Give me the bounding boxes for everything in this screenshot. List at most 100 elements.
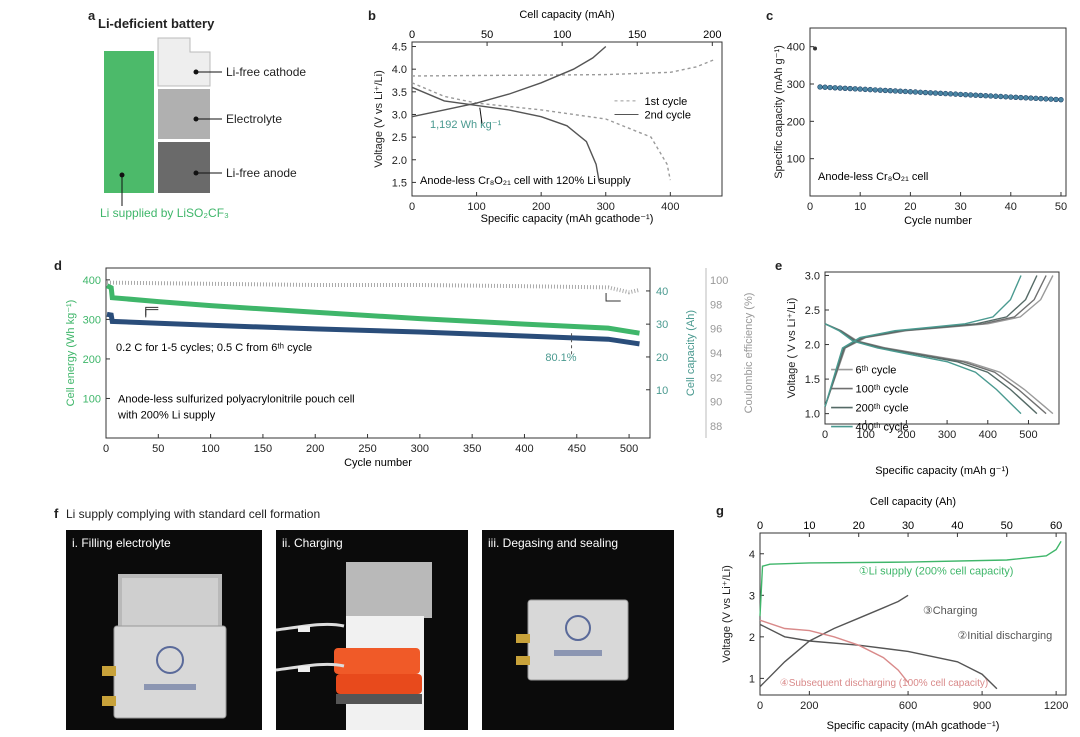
x-axis-b-tick-label: 200 [532,201,550,213]
series-d-capacity-line [106,311,640,347]
y-axis-g-tick-label: 4 [749,549,755,561]
data-point-c [877,87,883,93]
series-e-discharge-line [824,323,1022,415]
x-axis-e-tick-label: 100 [857,429,875,441]
series-e-charge-line [824,275,1022,407]
y-axis-e-tick-label: 1.5 [805,374,820,386]
x2-axis-g-tick-label: 0 [757,520,763,532]
electrolyte-label: Electrolyte [226,112,283,126]
x-axis-d-tick-label: 0 [103,443,109,455]
data-point-c [1038,95,1044,102]
annotation-d-rate: 0.2 C for 1-5 cycles; 0.5 C from 6ᵗʰ cyc… [116,342,312,354]
panel-a-title: Li-deficient battery [98,16,215,31]
data-point-c [857,86,863,92]
series-g-label-charging: ③Charging [923,605,978,617]
data-point-c [982,93,989,99]
x2-axis-b-label: Cell capacity (mAh) [519,9,614,21]
annotation-d-cell2: with 200% Li supply [117,409,216,421]
photo-charging-caption: ii. Charging [282,536,343,550]
data-point-c [822,84,828,90]
x-axis-e-label: Specific capacity (mAh g⁻¹) [875,465,1009,477]
data-point-c [972,92,979,98]
data-point-c [887,87,894,94]
battery-schematic [104,37,222,206]
plot-frame-e [824,271,1060,425]
anode-block [158,142,210,193]
x-axis-b-label: Specific capacity (mAh gcathode⁻¹) [481,213,654,225]
series-g-label-li-supply: ①Li supply (200% cell capacity) [859,566,1014,578]
data-point-c [1058,96,1064,103]
series-e-charge-line [824,275,1038,407]
x-axis-b-tick-label: 100 [467,201,485,213]
y2-axis-d-tick-label: 40 [656,286,668,298]
data-point-c [1053,96,1059,103]
y3-axis-d-tick-label: 98 [710,299,722,311]
data-point-c [917,89,924,95]
annotation-d-cell: Anode-less sulfurized polyacrylonitrile … [118,393,355,405]
x-axis-c-tick-label: 20 [904,201,916,213]
photo-sealing-caption: iii. Degasing and sealing [488,536,619,550]
y2-axis-d-tick-label: 20 [656,352,668,364]
panel-label: e [775,258,782,273]
series-g-label-initial: ②Initial discharging [957,630,1052,642]
y-axis-d-tick-label: 400 [83,275,101,287]
y3-axis-d-label: Coulombic efficiency (%) [743,293,755,414]
x2-axis-g-label: Cell capacity (Ah) [870,497,956,508]
x-axis-c-tick-label: 0 [807,201,813,213]
x-axis-d-tick-label: 350 [463,443,481,455]
photo-filling-caption: i. Filling electrolyte [72,536,171,550]
y3-axis-d-tick-label: 94 [710,348,722,360]
data-point-c [1003,94,1009,100]
legend-e-label: 400ᵗʰ cycle [856,422,909,434]
data-point-c [937,90,944,97]
data-point-c [902,88,909,95]
x-axis-e-tick-label: 500 [1019,429,1037,441]
y-axis-d-label: Cell energy (Wh kg⁻¹) [65,300,77,407]
series-g-line-1 [759,594,909,688]
y3-axis-d-tick-label: 96 [710,324,722,336]
x-axis-g-tick-label: 900 [973,700,991,712]
data-point-c [892,88,899,94]
x-axis-c-tick-label: 40 [1005,201,1017,213]
data-point-c [862,86,868,93]
plot-frame-d [105,267,651,439]
y3-axis-d-tick-label: 100 [710,275,728,287]
x-axis-e-tick-label: 300 [938,429,956,441]
data-point-c [1018,94,1024,101]
x2-axis-g-tick-label: 20 [853,520,865,532]
x-axis-e-tick-label: 0 [822,429,828,441]
series-g-line-3 [759,619,909,683]
x2-axis-g-tick-label: 60 [1050,520,1062,532]
data-point-c [872,87,878,93]
y3-axis-d-tick-label: 90 [710,397,722,409]
annotation-b: Anode-less Cr₈O₂₁ cell with 120% Li supp… [420,175,631,187]
x2-axis-b-tick-label: 200 [703,29,721,41]
electrolyte-block [158,89,210,139]
y-axis-b-tick-label: 1.5 [392,177,407,189]
photo-charging: ii. Charging [276,530,468,730]
data-point-c [907,89,914,95]
x-axis-g-tick-label: 600 [899,700,917,712]
x-axis-e-tick-label: 400 [979,429,997,441]
data-point-c [832,85,838,91]
x2-axis-g-tick-label: 50 [1001,520,1013,532]
x-axis-d-tick-label: 450 [568,443,586,455]
x-axis-c-label: Cycle number [904,215,972,227]
y-axis-e-tick-label: 2.5 [805,305,820,317]
data-point-c [998,93,1004,100]
x-axis-d-tick-label: 150 [254,443,272,455]
x-axis-c-tick-label: 10 [854,201,866,213]
plot-frame-g [759,532,1067,696]
y-axis-d-tick-label: 200 [83,354,101,366]
data-point-c [1043,96,1049,102]
data-point-c [932,90,939,96]
y-axis-b-label: Voltage (V vs Li⁺/Li) [373,70,385,168]
data-point-c [882,87,888,94]
y3-axis-d-tick-label: 88 [710,421,722,433]
panel-a: a Li-deficient battery Li-free cathode E… [0,0,370,230]
panel-f-label: f [54,506,59,521]
panel-label: g [716,503,724,518]
legend-e-label: 200ᵗʰ cycle [856,403,909,415]
x2-axis-b-tick-label: 100 [553,29,571,41]
x2-axis-g-tick-label: 30 [902,520,914,532]
